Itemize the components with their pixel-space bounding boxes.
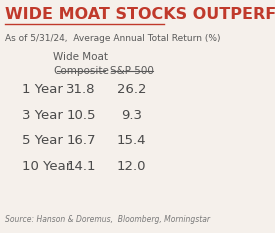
Text: 10 Year: 10 Year [22, 160, 71, 173]
Text: 16.7: 16.7 [66, 134, 96, 147]
Text: S&P 500: S&P 500 [110, 66, 153, 76]
Text: As of 5/31/24,  Average Annual Total Return (%): As of 5/31/24, Average Annual Total Retu… [5, 34, 221, 43]
Text: Source: Hanson & Doremus,  Bloomberg, Morningstar: Source: Hanson & Doremus, Bloomberg, Mor… [5, 215, 210, 224]
Text: 14.1: 14.1 [66, 160, 96, 173]
Text: 10.5: 10.5 [66, 109, 96, 122]
Text: 26.2: 26.2 [117, 83, 146, 96]
Text: 5 Year: 5 Year [22, 134, 63, 147]
Text: 15.4: 15.4 [117, 134, 146, 147]
Text: Composite: Composite [53, 66, 109, 76]
Text: Wide Moat: Wide Moat [54, 52, 109, 62]
Text: 3 Year: 3 Year [22, 109, 63, 122]
Text: WIDE MOAT STOCKS OUTPERFORM: WIDE MOAT STOCKS OUTPERFORM [5, 7, 275, 22]
Text: 31.8: 31.8 [66, 83, 96, 96]
Text: 12.0: 12.0 [117, 160, 146, 173]
Text: 9.3: 9.3 [121, 109, 142, 122]
Text: 1 Year: 1 Year [22, 83, 63, 96]
